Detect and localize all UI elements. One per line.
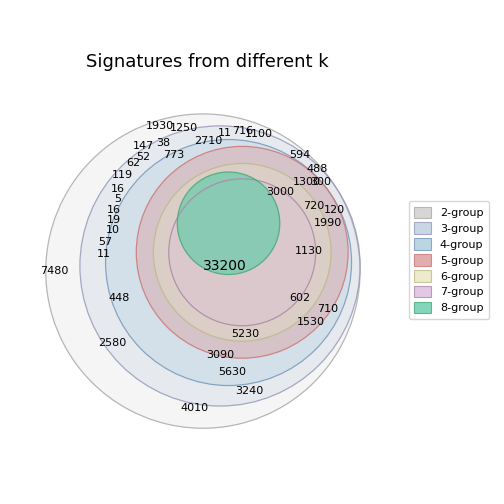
Text: 5230: 5230: [231, 329, 260, 339]
Text: 11: 11: [97, 249, 111, 259]
Text: 1530: 1530: [296, 318, 325, 327]
Text: 2710: 2710: [194, 136, 222, 146]
Text: 62: 62: [126, 158, 140, 168]
Text: 16: 16: [107, 205, 121, 215]
Text: 716: 716: [232, 126, 253, 136]
Text: 3000: 3000: [266, 187, 294, 198]
Text: 4010: 4010: [180, 403, 209, 413]
Circle shape: [105, 140, 351, 386]
Text: 11: 11: [218, 128, 232, 138]
Text: 147: 147: [133, 142, 154, 151]
Text: 720: 720: [303, 201, 325, 211]
Text: 38: 38: [157, 138, 171, 148]
Circle shape: [136, 146, 348, 358]
Text: 1100: 1100: [245, 130, 273, 140]
Text: 57: 57: [98, 237, 112, 247]
Circle shape: [80, 126, 360, 406]
Text: 1930: 1930: [146, 121, 174, 131]
Text: 119: 119: [112, 170, 133, 180]
Text: 19: 19: [107, 215, 121, 225]
Title: Signatures from different k: Signatures from different k: [86, 53, 329, 71]
Text: 52: 52: [136, 152, 150, 162]
Text: 448: 448: [108, 293, 130, 303]
Text: 3240: 3240: [235, 386, 263, 396]
Text: 2580: 2580: [98, 338, 127, 348]
Text: 5630: 5630: [218, 367, 246, 377]
Text: 300: 300: [310, 177, 331, 187]
Text: 16: 16: [110, 184, 124, 194]
Circle shape: [169, 179, 316, 326]
Text: 120: 120: [324, 205, 345, 215]
Text: 1990: 1990: [313, 218, 342, 228]
Text: 33200: 33200: [203, 259, 247, 273]
Circle shape: [153, 163, 331, 341]
Legend: 2-group, 3-group, 4-group, 5-group, 6-group, 7-group, 8-group: 2-group, 3-group, 4-group, 5-group, 6-gr…: [409, 201, 489, 319]
Text: 488: 488: [307, 164, 328, 173]
Circle shape: [46, 114, 360, 428]
Text: 773: 773: [163, 150, 184, 160]
Circle shape: [177, 172, 280, 275]
Text: 710: 710: [317, 304, 338, 313]
Text: 3090: 3090: [206, 350, 234, 360]
Text: 7480: 7480: [40, 266, 69, 276]
Text: 10: 10: [105, 225, 119, 235]
Text: 1250: 1250: [170, 122, 198, 133]
Text: 594: 594: [290, 150, 311, 160]
Text: 1130: 1130: [295, 245, 323, 256]
Text: 602: 602: [290, 293, 311, 303]
Text: 1300: 1300: [293, 177, 321, 187]
Text: 5: 5: [114, 195, 121, 204]
